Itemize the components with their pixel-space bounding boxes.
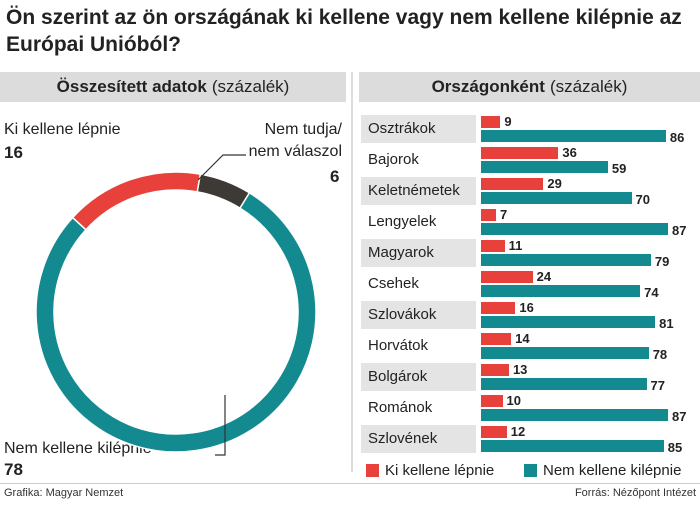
bar-leave-label: 13	[512, 362, 528, 377]
bar-leave	[481, 240, 505, 252]
country-label: Bajorok	[368, 151, 419, 168]
bar-stay-label: 59	[611, 161, 627, 176]
bar-leave-label: 29	[547, 176, 562, 191]
country-label: Lengyelek	[368, 213, 437, 230]
bar-stay	[481, 130, 666, 142]
left-header-unit: (százalék)	[211, 77, 290, 96]
bar-leave	[481, 333, 512, 345]
row-background	[361, 115, 476, 143]
bar-stay	[481, 409, 669, 421]
bar-stay-label: 70	[635, 192, 650, 207]
legend-leave: Ki kellene lépnie	[366, 462, 494, 479]
row-background	[361, 239, 476, 267]
country-label: Szlovákok	[368, 306, 437, 323]
footer-rule	[0, 483, 700, 484]
bar-stay-label: 81	[659, 316, 674, 331]
value-stay: 78	[4, 460, 23, 479]
bar-leave-label: 16	[519, 300, 534, 315]
legend-stay-label: Nem kellene kilépnie	[543, 462, 682, 479]
bar-stay	[481, 161, 608, 173]
right-panel-header: Országonként (százalék)	[359, 72, 700, 102]
bar-stay-label: 77	[650, 378, 666, 393]
bar-leave	[481, 116, 501, 128]
right-header-title: Országonként	[431, 77, 545, 96]
bar-stay-label: 79	[654, 254, 670, 269]
left-panel-header: Összesített adatok (százalék)	[0, 72, 346, 102]
dontknow-leader-line	[197, 154, 246, 181]
bar-stay-label: 86	[669, 130, 685, 145]
row-background	[361, 177, 476, 205]
bar-leave-label: 11	[508, 238, 523, 253]
row-background	[361, 425, 476, 453]
legend-leave-swatch	[366, 464, 379, 477]
donut-slice-dontknow	[196, 173, 251, 210]
bar-stay	[481, 440, 664, 452]
bar-stay	[481, 316, 656, 328]
bar-leave	[481, 395, 503, 407]
bar-stay-label: 87	[672, 409, 687, 424]
label-dontknow-line2: nem válaszol	[248, 143, 342, 160]
bar-stay	[481, 254, 651, 266]
footer-source: Forrás: Nézőpont Intézet	[574, 487, 696, 499]
panel-divider	[351, 72, 353, 472]
donut-chart	[35, 154, 317, 456]
donut-slice-leave	[71, 171, 202, 231]
country-label: Horvátok	[368, 337, 429, 354]
stay-leader-line	[215, 395, 226, 456]
legend-stay-swatch	[524, 464, 537, 477]
legend-leave-label: Ki kellene lépnie	[385, 462, 495, 479]
bar-leave	[481, 147, 559, 159]
label-dontknow-line1: Nem tudja/	[264, 121, 342, 138]
bar-leave-label: 36	[562, 145, 577, 160]
donut-slice-stay	[35, 191, 317, 453]
legend-stay: Nem kellene kilépnie	[524, 462, 681, 479]
bar-leave-label: 10	[506, 393, 521, 408]
value-dontknow: 6	[330, 167, 340, 186]
bar-stay-label: 78	[652, 347, 668, 362]
left-header-title: Összesített adatok	[56, 77, 207, 96]
bar-stay	[481, 223, 669, 235]
bar-stay-label: 87	[672, 223, 687, 238]
country-label: Keletnémetek	[368, 182, 460, 199]
country-label: Szlovének	[368, 430, 438, 447]
label-leave: Ki kellene lépnie	[4, 121, 121, 138]
bar-stay	[481, 192, 632, 204]
chart-title: Ön szerint az ön országának ki kellene v…	[6, 6, 682, 56]
bar-stay	[481, 378, 647, 390]
bar-leave	[481, 209, 497, 221]
row-background	[361, 363, 476, 391]
bar-leave	[481, 426, 507, 438]
row-background	[361, 301, 476, 329]
bar-stay	[481, 285, 641, 297]
bar-leave-label: 24	[536, 269, 552, 284]
footer-credit: Grafika: Magyar Nemzet	[4, 487, 124, 499]
country-label: Csehek	[368, 275, 419, 292]
bar-stay-label: 74	[644, 285, 659, 300]
bar-leave	[481, 364, 509, 376]
bar-leave-label: 12	[510, 424, 526, 439]
bar-leave-label: 14	[515, 331, 530, 346]
bar-leave	[481, 178, 544, 190]
bar-leave	[481, 271, 533, 283]
country-label: Magyarok	[368, 244, 434, 261]
bar-stay-label: 85	[667, 440, 683, 455]
country-label: Románok	[368, 399, 433, 416]
country-label: Bolgárok	[368, 368, 428, 385]
label-stay: Nem kellene kilépnie	[4, 440, 152, 457]
bar-leave-label: 9	[504, 114, 512, 129]
bar-leave-label: 7	[500, 207, 508, 222]
right-header-unit: (százalék)	[549, 77, 628, 96]
bar-leave	[481, 302, 516, 314]
country-label: Osztrákok	[368, 120, 436, 137]
value-leave: 16	[4, 143, 23, 162]
bar-stay	[481, 347, 649, 359]
